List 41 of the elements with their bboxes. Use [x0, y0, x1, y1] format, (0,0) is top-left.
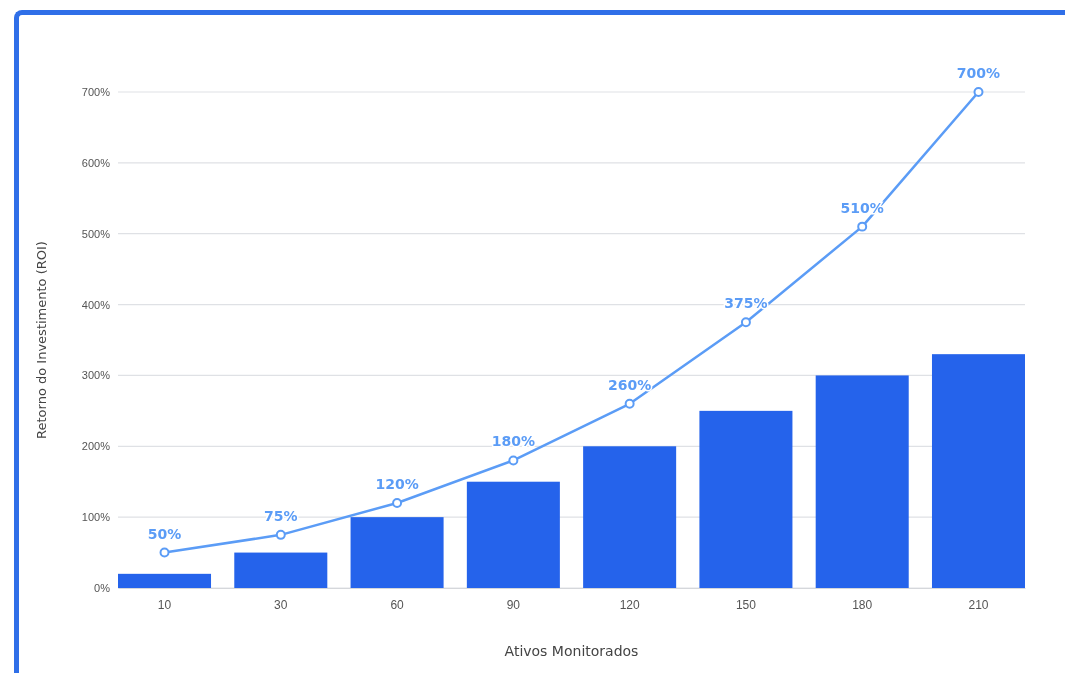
point: [508, 455, 519, 466]
point: [973, 87, 984, 97]
bar: [931, 354, 1025, 588]
x-tick-label: 30: [274, 597, 288, 612]
bar: [583, 446, 677, 588]
point: [275, 529, 286, 540]
bar: [350, 517, 444, 588]
bar: [234, 552, 328, 588]
y-tick-label: 400%: [81, 298, 111, 311]
data-label: 50%: [147, 525, 182, 542]
x-tick-label: 120: [619, 597, 640, 612]
point: [740, 317, 751, 328]
bar: [699, 410, 793, 588]
y-axis-title: Retorno do Investimento (ROI): [34, 241, 49, 439]
point: [392, 497, 403, 508]
y-tick-label: 0%: [94, 582, 111, 595]
x-tick-label: 210: [968, 597, 989, 612]
x-axis-title: Ativos Monitorados: [504, 643, 639, 659]
bar: [118, 573, 212, 588]
x-tick-label: 180: [852, 597, 873, 612]
data-label: 75%: [264, 507, 298, 524]
x-tick-label: 150: [735, 597, 757, 612]
point: [857, 221, 868, 232]
y-tick-label: 600%: [81, 156, 111, 169]
point: [159, 547, 170, 558]
data-label: 180%: [491, 433, 535, 450]
bar: [815, 375, 909, 588]
y-tick-label: 200%: [81, 440, 111, 453]
data-label: 375%: [724, 295, 768, 312]
bar: [466, 481, 560, 588]
y-tick-label: 300%: [81, 369, 111, 382]
data-label: 700%: [956, 65, 1001, 81]
x-tick-label: 90: [506, 597, 521, 612]
data-label: 260%: [608, 376, 652, 393]
y-tick-label: 100%: [81, 511, 111, 524]
point: [624, 398, 635, 409]
y-tick-label: 500%: [81, 227, 111, 240]
x-tick-label: 10: [157, 597, 172, 612]
data-label: 120%: [375, 475, 419, 492]
y-tick-label: 700%: [81, 86, 111, 99]
x-tick-label: 60: [390, 597, 405, 612]
